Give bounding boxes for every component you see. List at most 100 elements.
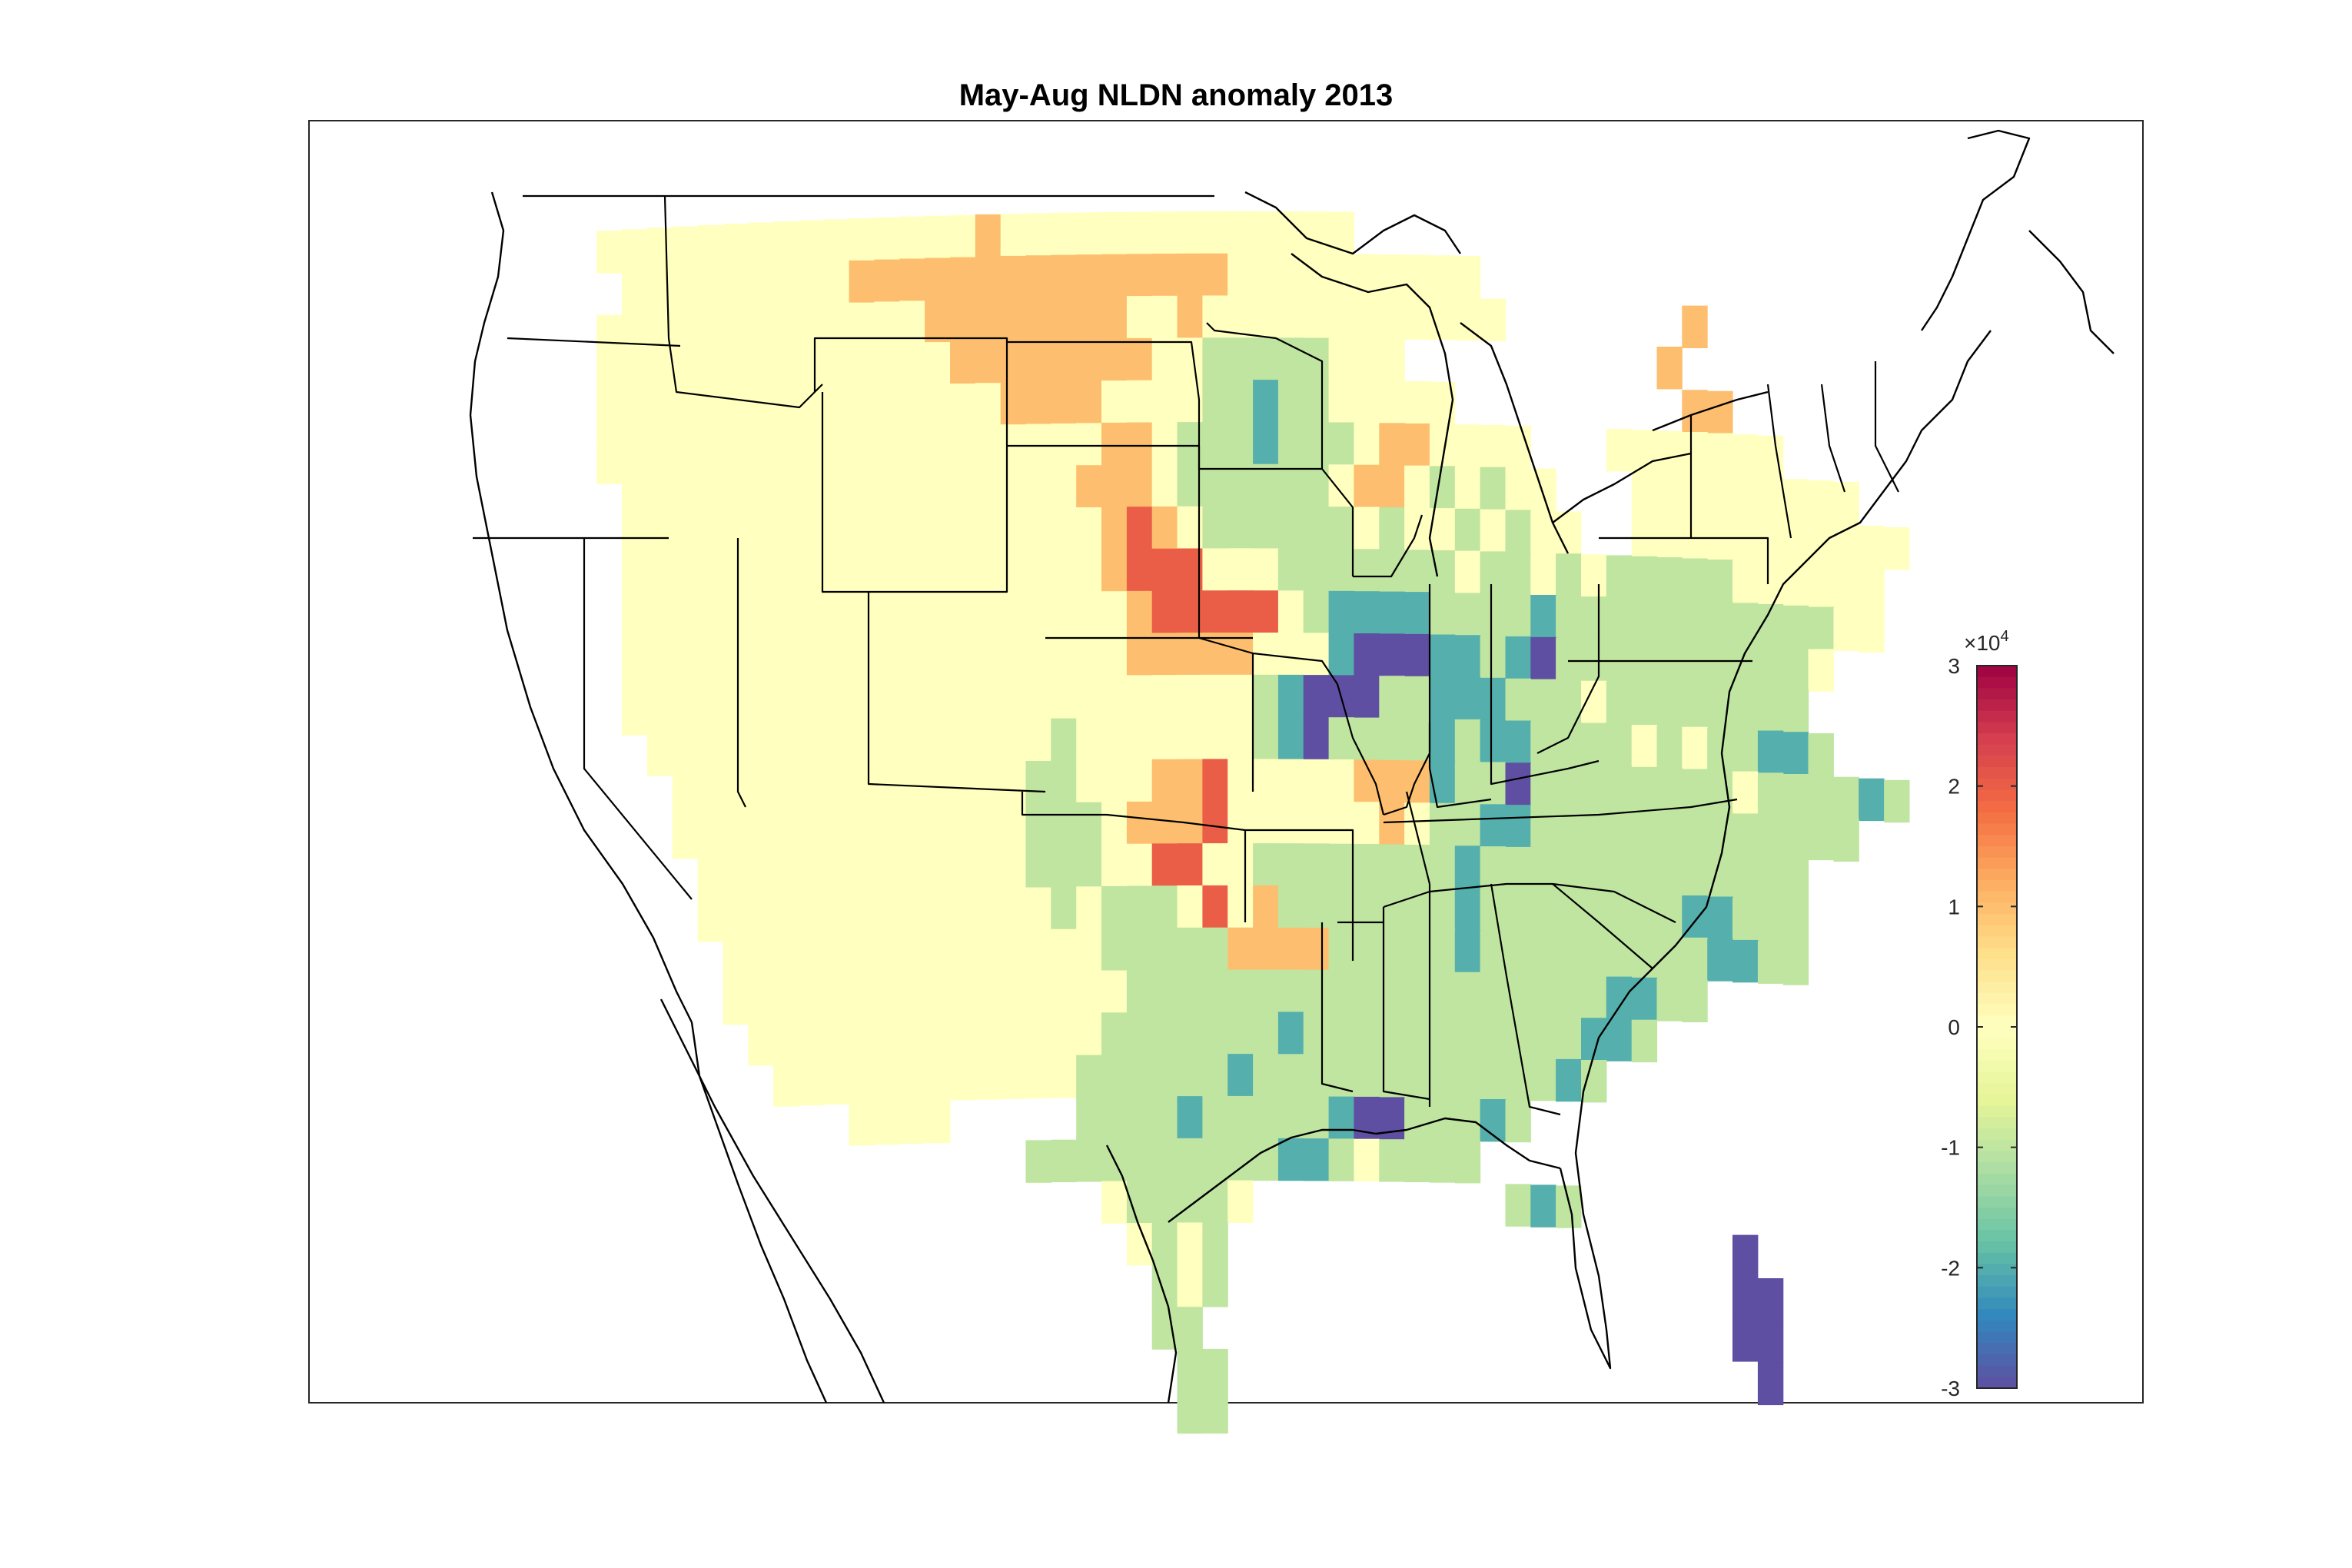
heatmap-cell xyxy=(1253,674,1279,718)
heatmap-cell xyxy=(1177,1307,1203,1350)
heatmap-cell xyxy=(1631,598,1658,641)
heatmap-cell xyxy=(1480,636,1506,679)
heatmap-cell xyxy=(1505,552,1531,595)
heatmap-cell xyxy=(748,601,774,645)
state-border-line xyxy=(813,337,1008,593)
heatmap-cell xyxy=(1354,844,1380,887)
heatmap-cell xyxy=(1757,856,1784,900)
heatmap-cell xyxy=(1151,801,1178,844)
heatmap-cell xyxy=(748,812,774,855)
heatmap-cell xyxy=(1076,1055,1102,1098)
heatmap-cell xyxy=(1556,1185,1582,1228)
heatmap-cell xyxy=(1126,759,1153,802)
heatmap-cell xyxy=(1379,254,1405,297)
heatmap-cell xyxy=(672,563,699,606)
heatmap-cell xyxy=(697,604,723,647)
heatmap-cell xyxy=(1101,296,1128,339)
heatmap-cell xyxy=(1177,1264,1203,1307)
heatmap-cell xyxy=(697,309,723,352)
heatmap-cell xyxy=(823,430,850,473)
heatmap-cell xyxy=(1328,507,1354,550)
heatmap-cell xyxy=(1202,1012,1228,1055)
heatmap-cell xyxy=(1354,633,1380,676)
colorbar-segment xyxy=(1977,925,2017,938)
heatmap-cell xyxy=(1581,975,1607,1018)
heatmap-cell xyxy=(1808,649,1834,692)
heatmap-cell xyxy=(1202,1390,1228,1434)
heatmap-cell xyxy=(1656,557,1683,600)
heatmap-cell xyxy=(723,645,749,688)
heatmap-cell xyxy=(1328,380,1354,424)
heatmap-cell xyxy=(1076,591,1102,634)
heatmap-cell xyxy=(1177,885,1203,929)
heatmap-cell xyxy=(1707,728,1733,771)
heatmap-cell xyxy=(950,214,976,258)
colorbar-segment xyxy=(1977,733,2017,746)
heatmap-cell xyxy=(1025,255,1051,298)
heatmap-cell xyxy=(622,229,648,272)
heatmap-cell xyxy=(1303,548,1330,592)
heatmap-cell xyxy=(1707,601,1733,645)
heatmap-cell xyxy=(1354,1138,1380,1182)
heatmap-cell xyxy=(1253,421,1279,465)
heatmap-cell xyxy=(925,468,951,511)
heatmap-cell xyxy=(1682,684,1708,728)
heatmap-cell xyxy=(596,314,623,358)
heatmap-cell xyxy=(1051,339,1077,382)
heatmap-cell xyxy=(1505,1099,1531,1143)
heatmap-cell xyxy=(1253,801,1279,844)
heatmap-cell xyxy=(723,687,749,730)
colorbar-segment xyxy=(1977,801,2017,813)
heatmap-cell xyxy=(1076,423,1102,466)
heatmap-cell xyxy=(1606,766,1633,809)
heatmap-cell xyxy=(1404,886,1430,930)
heatmap-cell xyxy=(1177,1349,1203,1392)
heatmap-cell xyxy=(849,470,875,514)
heatmap-cell xyxy=(748,854,774,898)
heatmap-cell xyxy=(1530,636,1556,680)
heatmap-cell xyxy=(1101,338,1128,381)
heatmap-cell xyxy=(1732,855,1759,899)
colorbar-segment xyxy=(1977,1128,2017,1141)
heatmap-cell xyxy=(950,384,976,427)
heatmap-cell xyxy=(1000,340,1027,383)
heatmap-cell xyxy=(1631,766,1658,810)
heatmap-cell xyxy=(1454,1141,1481,1184)
heatmap-cell xyxy=(1656,473,1683,516)
heatmap-cell xyxy=(1126,1223,1153,1266)
heatmap-cell xyxy=(1556,764,1582,807)
heatmap-cell xyxy=(925,553,951,596)
heatmap-cell xyxy=(823,598,850,641)
heatmap-cell xyxy=(1126,970,1153,1013)
heatmap-cell xyxy=(1227,633,1254,676)
heatmap-cell xyxy=(1782,816,1809,859)
heatmap-cell xyxy=(975,1015,1002,1058)
heatmap-cell xyxy=(1480,972,1506,1015)
heatmap-cell xyxy=(1051,212,1077,256)
heatmap-cell xyxy=(975,593,1002,636)
heatmap-cell xyxy=(1404,1013,1430,1056)
heatmap-cell xyxy=(925,300,951,343)
heatmap-cell xyxy=(723,603,749,646)
heatmap-cell xyxy=(1000,677,1027,720)
heatmap-cell xyxy=(849,513,875,556)
heatmap-cell xyxy=(874,427,900,471)
heatmap-cell xyxy=(899,258,925,301)
heatmap-cell xyxy=(1606,723,1633,767)
state-border-line xyxy=(663,195,823,409)
colorbar-segment xyxy=(1977,1230,2017,1242)
heatmap-cell xyxy=(1227,969,1254,1012)
heatmap-cell xyxy=(1025,508,1051,551)
heatmap-cell xyxy=(925,974,951,1017)
heatmap-cell xyxy=(1631,683,1658,726)
gulf-coastline-texas-louisiana xyxy=(1168,1128,1377,1223)
heatmap-cell xyxy=(1202,211,1228,254)
heatmap-cell xyxy=(1076,1097,1102,1140)
colorbar-segment xyxy=(1977,880,2017,892)
heatmap-cell xyxy=(1581,765,1607,808)
heatmap-cell xyxy=(1631,851,1658,894)
heatmap-cell xyxy=(723,434,749,477)
heatmap-cell xyxy=(697,477,723,521)
heatmap-cell xyxy=(1227,927,1254,971)
